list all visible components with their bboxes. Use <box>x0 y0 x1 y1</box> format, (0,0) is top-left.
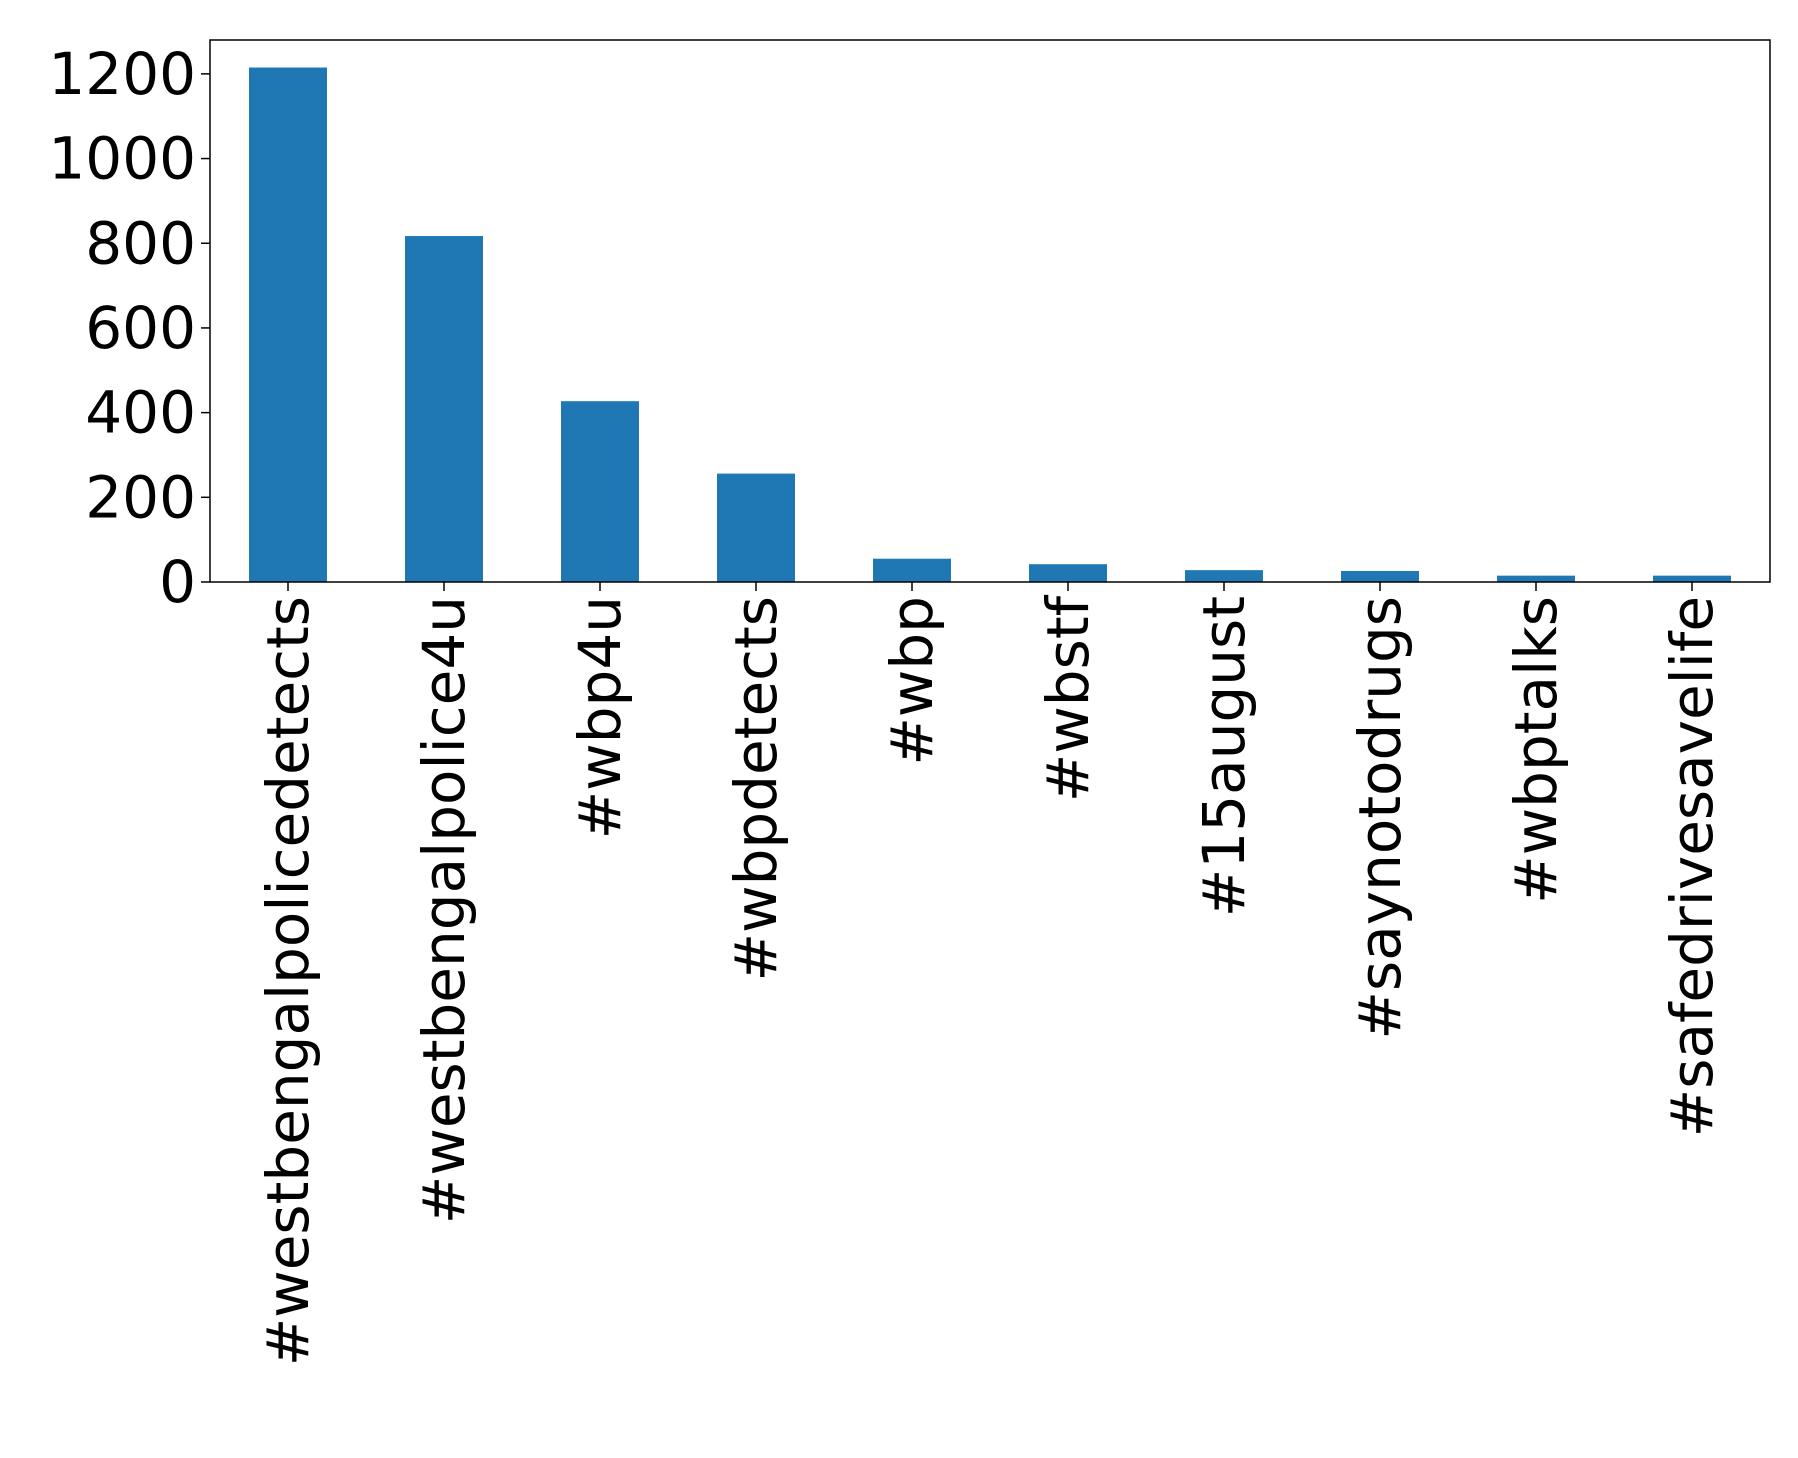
x-tick-label-3: #wbpdetects <box>722 596 790 981</box>
x-tick-label-2: #wbp4u <box>566 596 634 839</box>
bar-3 <box>717 473 795 582</box>
x-tick-label-1: #westbengalpolice4u <box>410 596 478 1224</box>
y-tick-label-4: 800 <box>85 209 196 277</box>
x-tick-label-7: #saynotodrugs <box>1346 596 1414 1040</box>
bar-5 <box>1029 564 1107 582</box>
x-axis: #westbengalpolicedetects #westbengalpolic… <box>254 582 1726 1366</box>
bar-0 <box>249 67 327 582</box>
y-tick-label-5: 1000 <box>48 125 196 193</box>
y-tick-label-6: 1200 <box>48 40 196 108</box>
y-tick-label-2: 400 <box>85 379 196 447</box>
y-tick-label-1: 200 <box>85 463 196 531</box>
bar-1 <box>405 236 483 582</box>
bar-8 <box>1497 575 1575 582</box>
plot-frame <box>209 39 1771 583</box>
y-axis: 0 200 400 600 800 1000 1200 <box>48 40 210 616</box>
bar-2 <box>561 401 639 582</box>
x-tick-label-8: #wbptalks <box>1502 596 1570 904</box>
bar-6 <box>1185 570 1263 582</box>
bar-4 <box>873 558 951 582</box>
x-tick-label-5: #wbstf <box>1034 594 1102 802</box>
bars-group <box>249 67 1731 582</box>
y-tick-label-3: 600 <box>85 294 196 362</box>
y-tick-label-0: 0 <box>159 548 196 616</box>
x-tick-label-9: #safedrivesavelife <box>1658 596 1726 1137</box>
bar-7 <box>1341 570 1419 582</box>
x-tick-label-4: #wbp <box>878 596 946 766</box>
x-tick-label-0: #westbengalpolicedetects <box>254 596 322 1366</box>
bar-9 <box>1653 575 1731 582</box>
x-tick-label-6: #15august <box>1190 596 1258 917</box>
